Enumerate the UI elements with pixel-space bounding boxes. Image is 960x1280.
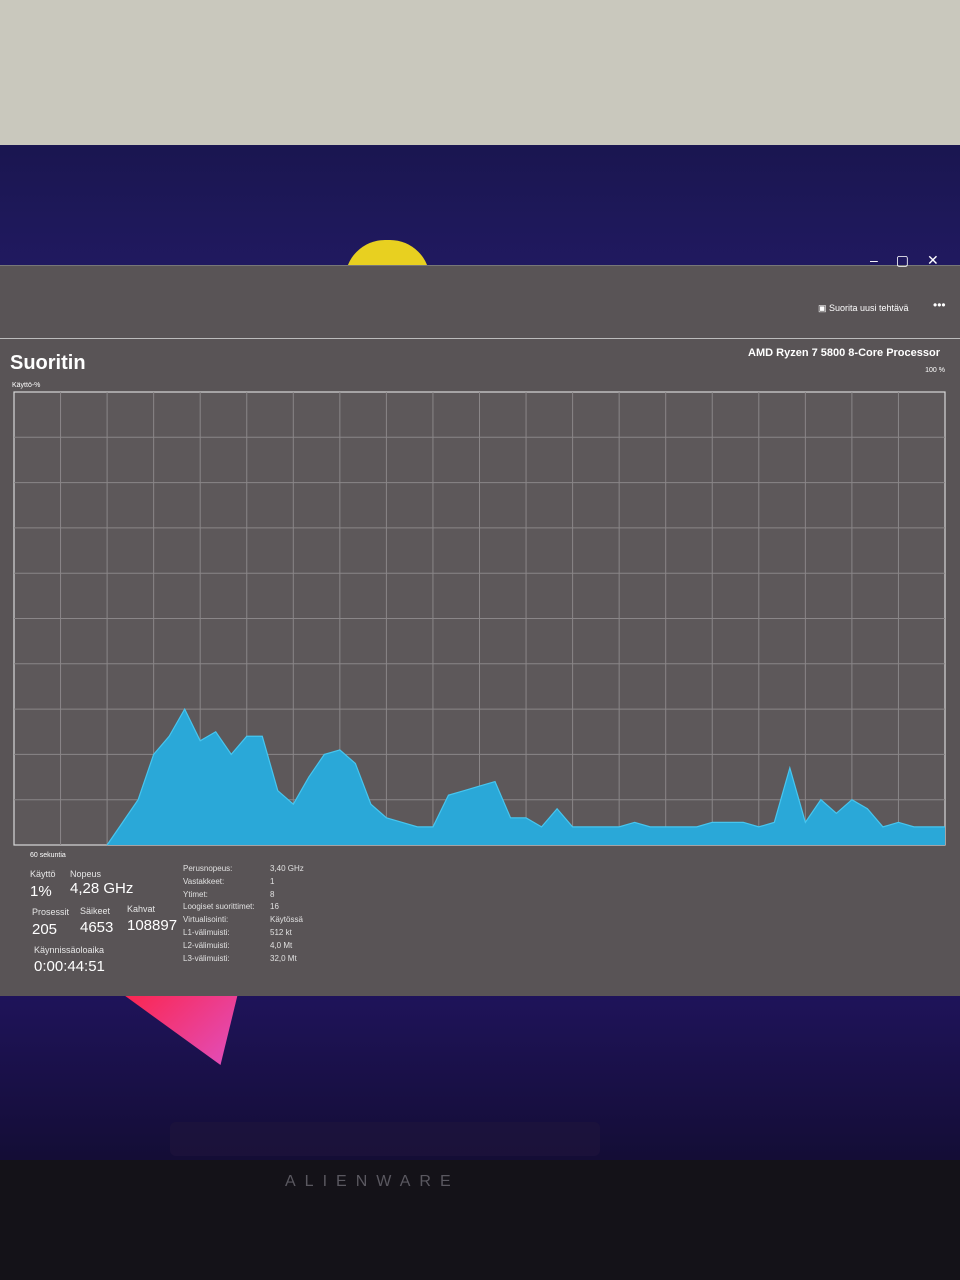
stat-label: Käyttö xyxy=(30,869,56,879)
y-tick-label: 100 % xyxy=(925,367,945,374)
stat-value: 205 xyxy=(32,921,58,938)
stat-label: Kahvat xyxy=(127,904,156,914)
detail-label: Perusnopeus: xyxy=(183,864,233,873)
stat-label: Nopeus xyxy=(70,869,102,879)
cpu-chart: 100 % xyxy=(13,367,946,846)
chart-title: Suoritin xyxy=(10,352,86,374)
x-axis-label: 60 sekuntia xyxy=(30,852,66,859)
detail-value: 512 kt xyxy=(270,928,292,937)
detail-label: L1-välimuisti: xyxy=(183,928,230,937)
area-fill xyxy=(107,709,946,845)
wall-art xyxy=(0,0,960,150)
stat-value: 1% xyxy=(30,883,52,900)
taskbar xyxy=(170,1122,600,1156)
stat-value: 108897 xyxy=(127,917,178,934)
stat-label: Käynnissäoloaika xyxy=(34,945,105,955)
detail-value: 16 xyxy=(270,902,279,912)
y-axis-label: Käyttö-% xyxy=(12,382,41,389)
detail-value: 8 xyxy=(270,889,275,899)
stat-label: Prosessit xyxy=(32,907,70,917)
stat-value: 4653 xyxy=(80,919,114,936)
divider xyxy=(0,338,960,339)
chart-subtitle: AMD Ryzen 7 5800 8-Core Processor xyxy=(748,347,940,359)
run-task-button[interactable]: ▣ Suorita uusi tehtävä xyxy=(818,303,909,313)
detail-label: Vastakkeet: xyxy=(183,876,225,886)
monitor-bezel xyxy=(0,1160,960,1280)
detail-value: 1 xyxy=(270,876,275,886)
window-controls[interactable]: –▢✕ xyxy=(870,252,957,268)
detail-value: 4,0 Mt xyxy=(270,940,293,950)
run-task-label[interactable]: Suorita uusi tehtävä xyxy=(829,303,909,313)
detail-label: Ytimet: xyxy=(183,889,208,899)
detail-label: L3-välimuisti: xyxy=(183,953,230,963)
usage-line xyxy=(106,707,945,846)
stat-value: 4,28 GHz xyxy=(70,880,134,897)
monitor-brand: ALIENWARE xyxy=(285,1173,460,1190)
more-button[interactable]: ••• xyxy=(933,298,946,312)
detail-value: 32,0 Mt xyxy=(270,953,297,963)
detail-label: L2-välimuisti: xyxy=(183,940,230,950)
detail-label: Virtualisointi: xyxy=(183,915,229,925)
stat-label: Säikeet xyxy=(80,906,111,916)
detail-value: Käytössä xyxy=(270,915,303,925)
detail-value: 3,40 GHz xyxy=(270,864,304,873)
stat-value: 0:00:44:51 xyxy=(34,958,105,975)
detail-label: Loogiset suorittimet: xyxy=(183,902,255,912)
